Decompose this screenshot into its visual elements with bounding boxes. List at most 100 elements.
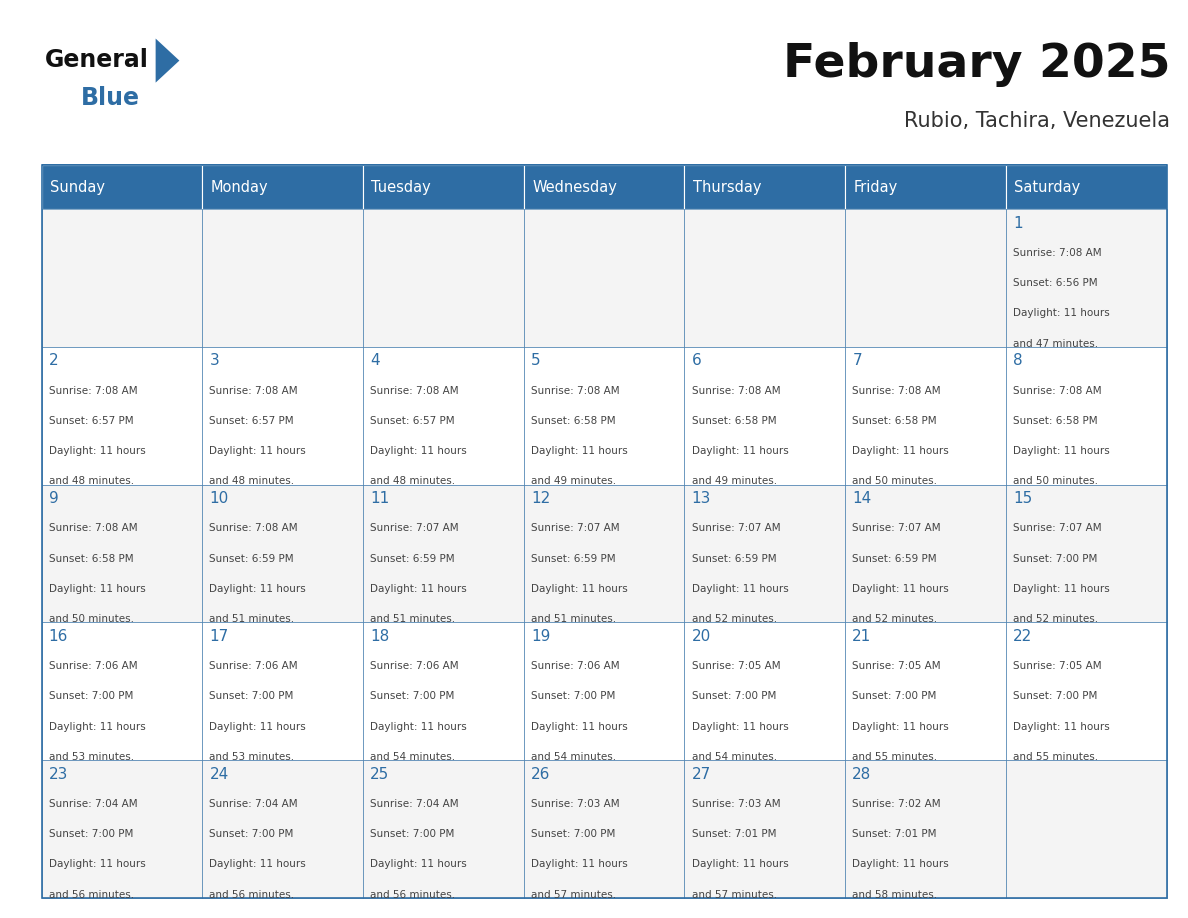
FancyBboxPatch shape <box>684 209 845 347</box>
FancyBboxPatch shape <box>202 485 364 622</box>
FancyBboxPatch shape <box>845 622 1006 760</box>
Text: Sunset: 7:00 PM: Sunset: 7:00 PM <box>49 829 133 839</box>
FancyBboxPatch shape <box>364 209 524 347</box>
Text: Daylight: 11 hours: Daylight: 11 hours <box>371 446 467 456</box>
Text: and 50 minutes.: and 50 minutes. <box>49 614 134 624</box>
Text: Sunset: 6:57 PM: Sunset: 6:57 PM <box>371 416 455 426</box>
Text: and 54 minutes.: and 54 minutes. <box>691 752 777 762</box>
FancyBboxPatch shape <box>684 622 845 760</box>
Text: Daylight: 11 hours: Daylight: 11 hours <box>209 859 307 869</box>
Text: Sunday: Sunday <box>50 180 105 195</box>
Text: and 49 minutes.: and 49 minutes. <box>531 476 617 487</box>
FancyBboxPatch shape <box>524 760 684 898</box>
FancyBboxPatch shape <box>684 347 845 485</box>
Text: Daylight: 11 hours: Daylight: 11 hours <box>691 446 789 456</box>
FancyBboxPatch shape <box>524 622 684 760</box>
FancyBboxPatch shape <box>524 347 684 485</box>
Text: 16: 16 <box>49 629 68 644</box>
Text: and 48 minutes.: and 48 minutes. <box>371 476 455 487</box>
FancyBboxPatch shape <box>202 165 364 209</box>
Text: and 52 minutes.: and 52 minutes. <box>1013 614 1098 624</box>
Text: and 47 minutes.: and 47 minutes. <box>1013 339 1098 349</box>
FancyBboxPatch shape <box>1006 485 1167 622</box>
Text: Daylight: 11 hours: Daylight: 11 hours <box>49 859 145 869</box>
Text: Sunset: 6:57 PM: Sunset: 6:57 PM <box>49 416 133 426</box>
FancyBboxPatch shape <box>524 165 684 209</box>
Text: Daylight: 11 hours: Daylight: 11 hours <box>531 722 627 732</box>
Text: 18: 18 <box>371 629 390 644</box>
Text: Thursday: Thursday <box>693 180 762 195</box>
FancyBboxPatch shape <box>42 485 202 622</box>
Text: Tuesday: Tuesday <box>372 180 431 195</box>
Text: and 53 minutes.: and 53 minutes. <box>209 752 295 762</box>
FancyBboxPatch shape <box>524 209 684 347</box>
Text: and 49 minutes.: and 49 minutes. <box>691 476 777 487</box>
Text: Daylight: 11 hours: Daylight: 11 hours <box>371 722 467 732</box>
Text: 12: 12 <box>531 491 550 506</box>
Text: Sunrise: 7:07 AM: Sunrise: 7:07 AM <box>852 523 941 533</box>
Text: Sunset: 6:58 PM: Sunset: 6:58 PM <box>852 416 937 426</box>
Text: General: General <box>45 48 148 72</box>
Text: Sunset: 6:59 PM: Sunset: 6:59 PM <box>371 554 455 564</box>
Polygon shape <box>156 39 179 83</box>
Text: 13: 13 <box>691 491 710 506</box>
Text: Sunset: 6:59 PM: Sunset: 6:59 PM <box>209 554 295 564</box>
Text: and 48 minutes.: and 48 minutes. <box>209 476 295 487</box>
Text: Sunset: 7:01 PM: Sunset: 7:01 PM <box>691 829 776 839</box>
FancyBboxPatch shape <box>364 165 524 209</box>
Text: and 58 minutes.: and 58 minutes. <box>852 890 937 900</box>
Text: Daylight: 11 hours: Daylight: 11 hours <box>1013 446 1110 456</box>
Text: Daylight: 11 hours: Daylight: 11 hours <box>852 859 949 869</box>
Text: 4: 4 <box>371 353 380 368</box>
Text: Sunrise: 7:07 AM: Sunrise: 7:07 AM <box>531 523 619 533</box>
Text: Sunset: 7:00 PM: Sunset: 7:00 PM <box>1013 691 1098 701</box>
Text: 5: 5 <box>531 353 541 368</box>
Text: Daylight: 11 hours: Daylight: 11 hours <box>691 859 789 869</box>
FancyBboxPatch shape <box>845 347 1006 485</box>
Text: Daylight: 11 hours: Daylight: 11 hours <box>852 584 949 594</box>
Text: Sunset: 6:59 PM: Sunset: 6:59 PM <box>691 554 776 564</box>
Text: Daylight: 11 hours: Daylight: 11 hours <box>49 584 145 594</box>
Text: 10: 10 <box>209 491 228 506</box>
Text: Daylight: 11 hours: Daylight: 11 hours <box>852 446 949 456</box>
Text: Sunset: 6:58 PM: Sunset: 6:58 PM <box>531 416 615 426</box>
FancyBboxPatch shape <box>202 622 364 760</box>
Text: Blue: Blue <box>81 86 140 110</box>
Text: Daylight: 11 hours: Daylight: 11 hours <box>209 584 307 594</box>
FancyBboxPatch shape <box>1006 760 1167 898</box>
Text: and 51 minutes.: and 51 minutes. <box>531 614 617 624</box>
Text: 3: 3 <box>209 353 219 368</box>
FancyBboxPatch shape <box>1006 209 1167 347</box>
FancyBboxPatch shape <box>684 485 845 622</box>
Text: Sunrise: 7:02 AM: Sunrise: 7:02 AM <box>852 799 941 809</box>
Text: Daylight: 11 hours: Daylight: 11 hours <box>531 584 627 594</box>
Text: Sunrise: 7:08 AM: Sunrise: 7:08 AM <box>209 523 298 533</box>
Text: Sunrise: 7:04 AM: Sunrise: 7:04 AM <box>209 799 298 809</box>
FancyBboxPatch shape <box>684 760 845 898</box>
Text: Sunset: 6:57 PM: Sunset: 6:57 PM <box>209 416 295 426</box>
Text: and 57 minutes.: and 57 minutes. <box>531 890 617 900</box>
Text: and 54 minutes.: and 54 minutes. <box>371 752 455 762</box>
FancyBboxPatch shape <box>42 164 1167 168</box>
Text: and 57 minutes.: and 57 minutes. <box>691 890 777 900</box>
FancyBboxPatch shape <box>42 347 202 485</box>
Text: Sunrise: 7:05 AM: Sunrise: 7:05 AM <box>852 661 941 671</box>
Text: and 56 minutes.: and 56 minutes. <box>49 890 134 900</box>
FancyBboxPatch shape <box>42 165 202 209</box>
FancyBboxPatch shape <box>1006 622 1167 760</box>
Text: Sunset: 7:00 PM: Sunset: 7:00 PM <box>49 691 133 701</box>
Text: Sunrise: 7:08 AM: Sunrise: 7:08 AM <box>49 523 138 533</box>
Text: Sunset: 7:00 PM: Sunset: 7:00 PM <box>1013 554 1098 564</box>
Text: and 56 minutes.: and 56 minutes. <box>371 890 455 900</box>
Text: Sunrise: 7:06 AM: Sunrise: 7:06 AM <box>49 661 138 671</box>
Text: Sunrise: 7:08 AM: Sunrise: 7:08 AM <box>1013 386 1101 396</box>
Text: Sunrise: 7:07 AM: Sunrise: 7:07 AM <box>1013 523 1101 533</box>
Text: Daylight: 11 hours: Daylight: 11 hours <box>1013 308 1110 319</box>
Text: 1: 1 <box>1013 216 1023 230</box>
Text: 2: 2 <box>49 353 58 368</box>
Text: Sunrise: 7:03 AM: Sunrise: 7:03 AM <box>691 799 781 809</box>
Text: Sunrise: 7:08 AM: Sunrise: 7:08 AM <box>691 386 781 396</box>
Text: Sunset: 7:00 PM: Sunset: 7:00 PM <box>852 691 936 701</box>
Text: and 52 minutes.: and 52 minutes. <box>852 614 937 624</box>
Text: Sunset: 6:59 PM: Sunset: 6:59 PM <box>852 554 937 564</box>
